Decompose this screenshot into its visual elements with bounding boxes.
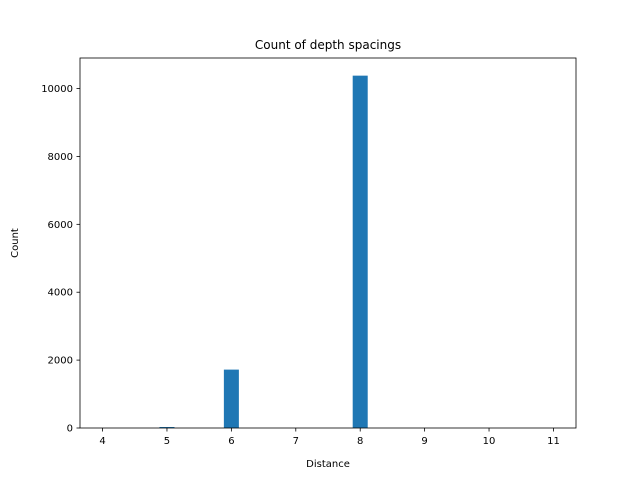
bar-distance-8 — [352, 75, 368, 429]
y-axis-label: Count — [10, 228, 21, 258]
y-tick-label: 10000 — [41, 84, 73, 95]
x-tick-label: 6 — [228, 436, 234, 447]
x-tick-label: 8 — [357, 436, 363, 447]
y-tick-label: 2000 — [48, 356, 73, 367]
x-tick-label: 11 — [547, 436, 560, 447]
y-axis-ticks: 0 2000 4000 6000 8000 10000 — [41, 84, 80, 435]
x-axis-label: Distance — [306, 459, 350, 470]
x-tick-label: 9 — [421, 436, 427, 447]
plot-frame — [79, 57, 577, 429]
x-tick-label: 7 — [293, 436, 299, 447]
chart-title: Count of depth spacings — [255, 38, 401, 52]
x-tick-label: 10 — [483, 436, 496, 447]
x-tick-label: 4 — [99, 436, 105, 447]
y-tick-label: 0 — [67, 424, 73, 435]
x-axis-ticks: 4 5 6 7 8 9 10 11 — [99, 428, 560, 447]
bar-distance-6 — [223, 369, 239, 428]
x-tick-label: 5 — [164, 436, 170, 447]
bar-distance-5 — [159, 427, 175, 428]
y-tick-label: 4000 — [48, 288, 73, 299]
bars-layer — [159, 75, 368, 429]
y-tick-label: 6000 — [48, 220, 73, 231]
y-tick-label: 8000 — [48, 152, 73, 163]
